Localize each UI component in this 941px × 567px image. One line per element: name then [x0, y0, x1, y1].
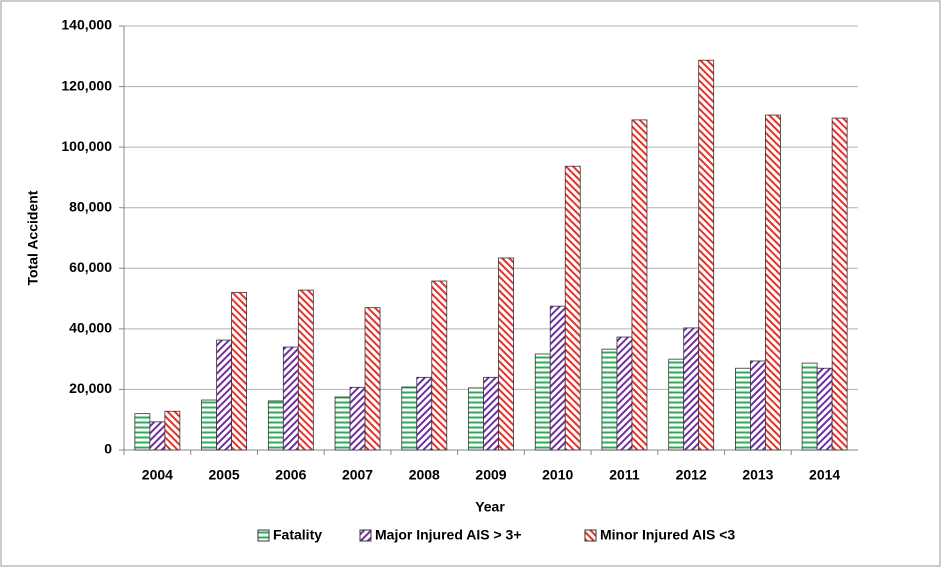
bar — [498, 257, 514, 451]
y-tick-label: 120,000 — [61, 77, 112, 93]
bar — [134, 413, 151, 451]
bar — [401, 386, 418, 451]
bar — [216, 339, 232, 451]
bar — [468, 387, 484, 451]
bar — [164, 410, 181, 451]
bar — [601, 348, 618, 451]
bar — [616, 336, 633, 451]
bar — [282, 346, 299, 451]
bar — [431, 280, 448, 451]
bar — [816, 367, 833, 451]
bar — [735, 367, 751, 451]
y-tick-label: 80,000 — [69, 198, 112, 214]
bar — [231, 292, 247, 451]
bar — [297, 289, 314, 451]
bar — [483, 376, 499, 451]
bar — [750, 360, 766, 451]
x-tick-label: 2010 — [542, 467, 573, 483]
legend-label: Minor Injured AIS <3 — [600, 527, 735, 543]
legend-label: Major Injured AIS > 3+ — [375, 527, 522, 543]
bar — [201, 399, 217, 451]
x-tick-label: 2008 — [409, 467, 440, 483]
bar — [334, 396, 351, 451]
y-tick-label: 40,000 — [69, 320, 112, 336]
legend-swatch — [359, 529, 372, 542]
bar — [564, 165, 581, 451]
x-tick-label: 2013 — [742, 467, 773, 483]
y-tick-label: 140,000 — [61, 17, 112, 33]
x-tick-label: 2009 — [475, 467, 506, 483]
bar — [765, 114, 781, 451]
legend-label: Fatality — [273, 527, 322, 543]
bar — [549, 305, 566, 451]
bar — [831, 117, 848, 451]
x-tick-label: 2011 — [609, 467, 640, 483]
x-axis-title: Year — [475, 499, 505, 515]
bar — [364, 307, 381, 451]
x-tick-label: 2006 — [275, 467, 306, 483]
bar — [668, 358, 685, 451]
bar — [631, 119, 648, 451]
bar — [801, 362, 818, 451]
bar — [534, 353, 551, 451]
x-tick-label: 2014 — [809, 467, 840, 483]
x-tick-label: 2004 — [142, 467, 173, 483]
bar — [416, 376, 433, 451]
legend-swatch — [257, 529, 270, 542]
y-tick-label: 20,000 — [69, 380, 112, 396]
bar — [683, 327, 700, 451]
bar — [267, 400, 284, 451]
y-tick-label: 100,000 — [61, 138, 112, 154]
bar — [149, 421, 166, 451]
y-tick-label: 0 — [104, 441, 112, 457]
y-axis-title: Total Accident — [25, 190, 41, 285]
bar — [349, 386, 366, 451]
y-tick-label: 60,000 — [69, 259, 112, 275]
bar — [698, 59, 715, 451]
x-tick-label: 2012 — [676, 467, 707, 483]
x-tick-label: 2005 — [209, 467, 240, 483]
legend-swatch — [584, 529, 597, 542]
x-tick-label: 2007 — [342, 467, 373, 483]
